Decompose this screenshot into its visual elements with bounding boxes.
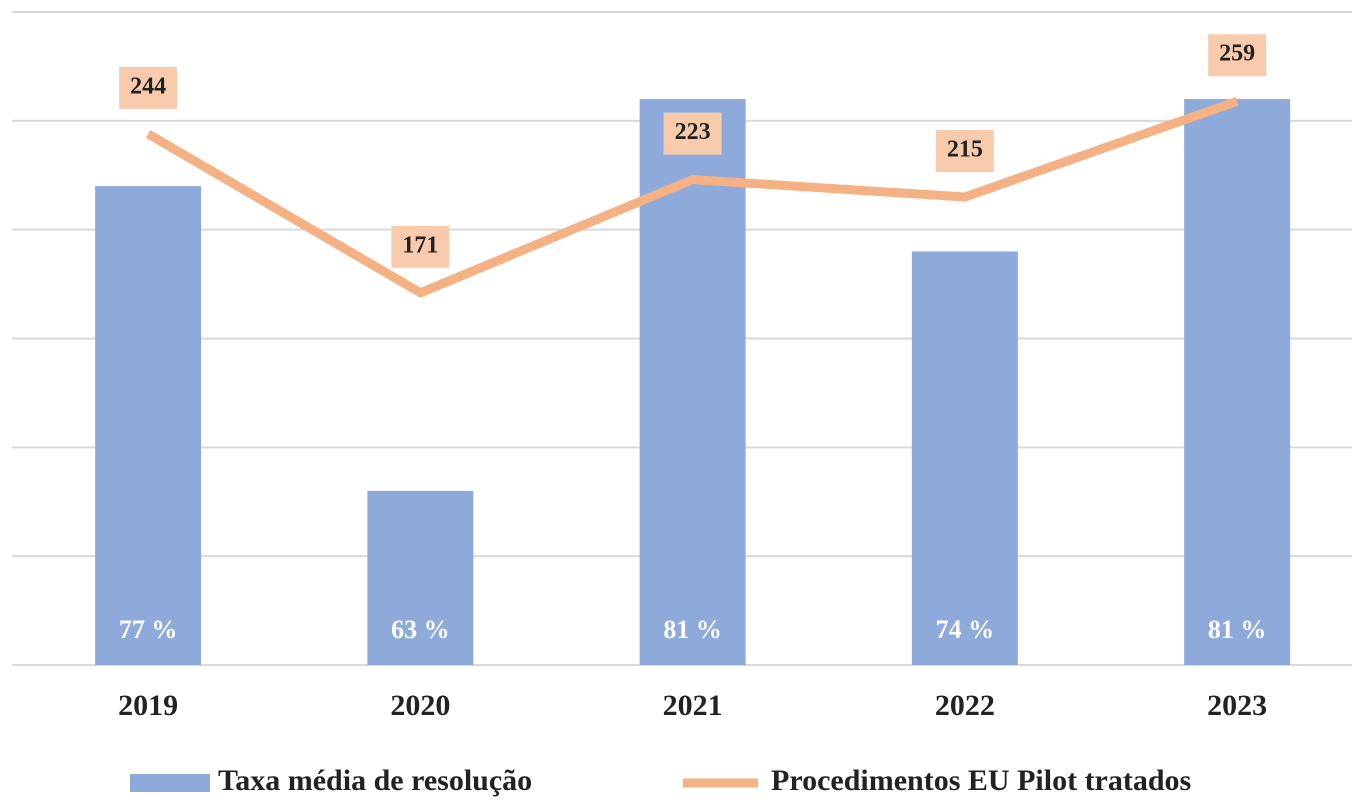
x-tick-label: 2022 [935, 689, 995, 722]
bar-value-label: 77 % [119, 615, 178, 644]
bar [367, 490, 474, 665]
bar [911, 251, 1018, 665]
line-label-box [119, 66, 178, 109]
legend-label: Procedimentos EU Pilot tratados [771, 764, 1191, 797]
line-value-label: 259 [1219, 41, 1255, 67]
line [145, 96, 1239, 298]
line-label-box [1208, 34, 1267, 77]
bar-value-label: 74 % [936, 615, 995, 644]
bar-value-label: 81 % [663, 615, 722, 644]
line-value-label: 223 [675, 119, 711, 145]
x-tick-label: 2020 [390, 689, 450, 722]
line-value-label: 215 [947, 137, 983, 163]
x-tick-label: 2019 [118, 689, 178, 722]
legend-label: Taxa média de resolução [218, 764, 532, 797]
line-value-label: 244 [130, 73, 166, 99]
x-tick-label: 2023 [1207, 689, 1267, 722]
legend-swatch [130, 774, 210, 792]
bar-value-label: 81 % [1208, 615, 1267, 644]
line-value-label: 171 [402, 232, 438, 258]
line-label-box [391, 225, 450, 268]
line-label-box [663, 112, 722, 155]
bar [1184, 99, 1291, 666]
line-label-box [935, 130, 994, 173]
x-tick-label: 2021 [663, 689, 723, 722]
bar [95, 186, 202, 665]
bar-value-label: 63 % [391, 615, 450, 644]
